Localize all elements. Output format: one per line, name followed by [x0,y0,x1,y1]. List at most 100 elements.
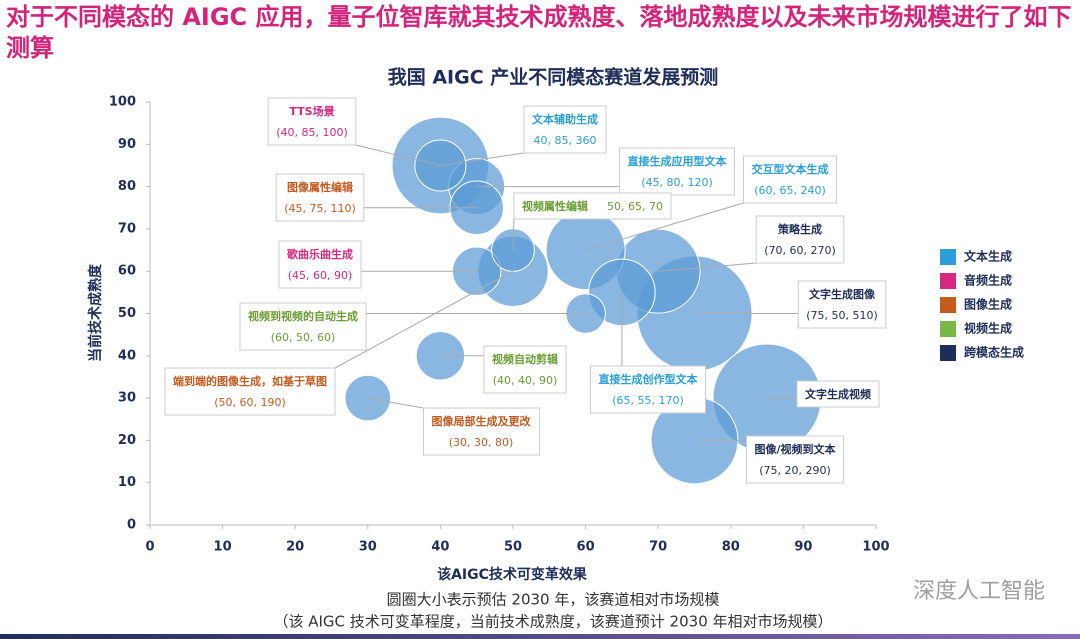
x-tick-label: 100 [862,540,889,555]
bubble-label: 歌曲乐曲生成 (45, 60, 90) [278,240,362,289]
bubble-label: TTS场景 (40, 85, 100) [267,97,357,146]
label-box [275,173,365,222]
bubble-name: 歌曲乐曲生成 [287,247,353,261]
bubble-name: 直接生成应用型文本 [628,154,727,168]
y-axis-label: 当前技术成熟度 [87,263,104,362]
legend-swatch [940,345,956,361]
footer-bar [0,634,1080,639]
y-tick-label: 50 [118,306,136,321]
bubble-label: 图像/视频到文本 (75, 20, 290) [745,435,845,484]
label-box [267,97,357,146]
legend-swatch [940,321,956,337]
label-box [483,345,567,394]
legend-label: 视频生成 [964,321,1012,336]
label-box [239,302,367,351]
bubble-name: 视频属性编辑 [522,199,588,213]
bubble-label: 文字生成视频 [796,380,880,408]
y-tick-label: 100 [109,95,136,110]
x-tick-label: 70 [649,540,667,555]
y-tick-label: 30 [118,391,136,406]
y-tick-label: 10 [118,475,136,490]
label-box [619,147,735,196]
bubble-name: 策略生成 [777,222,822,236]
bubble-label: 图像属性编辑 (45, 75, 110) [275,173,365,222]
x-tick-label: 10 [214,540,232,555]
y-tick-label: 90 [118,137,136,152]
label-box [164,367,336,416]
note: （该 AIGC 技术可变革程度，当前技术成熟度，该赛道预计 2030 年相对市场… [273,613,832,631]
label-box [796,380,880,408]
x-axis-label: 该AIGC技术可变革效果 [437,566,588,583]
bubble-label: 端到端的图像生成，如基于草图 (50, 60, 190) [164,367,336,416]
label-box [797,280,887,329]
legend-label: 跨模态生成 [964,345,1024,360]
leader-line [440,152,525,166]
label-box [590,365,706,414]
legend-label: 图像生成 [964,297,1012,312]
leader-line [658,262,757,272]
bubble-value-label: (65, 55, 170) [612,394,684,407]
bubble-label: 文字生成图像 (75, 50, 510) [797,280,887,329]
x-tick-label: 80 [722,540,740,555]
bubble-value-label: (50, 60, 190) [214,396,286,409]
bubble-value-label: (40, 85, 100) [276,126,348,139]
bubble-name: 直接生成创作型文本 [599,372,698,386]
bubble-name: 图像局部生成及更改 [432,414,532,428]
x-tick-label: 40 [431,540,449,555]
label-box [423,407,540,456]
leader-line [367,397,424,409]
y-tick-label: 40 [118,348,136,363]
labels: TTS场景 (40, 85, 100) 文本辅助生成 40, 85, 360 直接生成应… [164,97,887,484]
bubble-value-label: (70, 60, 270) [764,244,836,257]
y-tick-label: 70 [118,221,136,236]
legend-swatch [940,249,956,265]
bubble-name: 文字生成图像 [809,287,876,301]
y-tick-label: 60 [118,264,136,279]
legend-swatch [940,273,956,289]
legend-swatch [940,297,956,313]
y-tick-label: 0 [127,518,136,533]
legend-label: 文本生成 [964,249,1012,264]
bubble-value-label: (75, 50, 510) [806,309,878,322]
bubble-name: 图像/视频到文本 [754,442,835,456]
bubble-label: 视频到视频的自动生成 (60, 50, 60) [239,302,367,351]
leader-line [512,218,515,251]
bubble-name: 文字生成视频 [805,387,871,401]
label-box [278,240,362,289]
bubble-value-label: 50, 65, 70 [607,200,663,213]
bubble-value-label: (75, 20, 290) [759,464,831,477]
bubble-label: 交互型文本生成 (60, 65, 240) [743,155,837,204]
headline: 对于不同模态的 AIGC 应用，量子位智库就其技术成熟度、落地成熟度以及未来市场… [6,3,1072,62]
note: 圆圈大小表示预估 2030 年，该赛道相对市场规模 [387,591,720,609]
bubble-value-label: (60, 50, 60) [271,331,336,344]
bubble-label: 直接生成应用型文本 (45, 80, 120) [619,147,735,196]
bubble-value-label: (45, 60, 90) [288,269,353,282]
x-tick-label: 30 [359,540,377,555]
bubble-value-label: (30, 30, 80) [449,436,514,449]
x-tick-label: 20 [286,540,304,555]
bubble-name: 交互型文本生成 [752,162,829,176]
bubble-value-label: (45, 75, 110) [284,202,356,215]
bubble-name: 图像属性编辑 [287,180,353,194]
legend-label: 音频生成 [964,273,1012,288]
bubble-name: 视频到视频的自动生成 [248,309,358,323]
watermark: 深度人工智能 [913,579,1045,604]
bubble-name: 端到端的图像生成，如基于草图 [173,374,327,388]
x-tick-label: 60 [577,540,595,555]
bubble-value-label: (45, 80, 120) [641,176,713,189]
bubble-value-label: 40, 85, 360 [534,134,597,147]
bubble-label: 直接生成创作型文本 (65, 55, 170) [590,365,706,414]
chart-title: 我国 AIGC 产业不同模态赛道发展预测 [388,66,719,89]
y-tick-label: 20 [118,433,136,448]
bubble-label: 视频属性编辑 50, 65, 70 [513,192,672,220]
leader-line [355,144,441,166]
label-box [745,435,845,484]
bubble-label: 文本辅助生成 40, 85, 360 [523,105,607,154]
bubble-value-label: (60, 65, 240) [754,184,826,197]
bubble-name: 文本辅助生成 [532,112,598,126]
bubble-name: 视频自动剪辑 [492,352,558,366]
bubble-value-label: (40, 40, 90) [493,374,558,387]
label-box [755,215,845,264]
